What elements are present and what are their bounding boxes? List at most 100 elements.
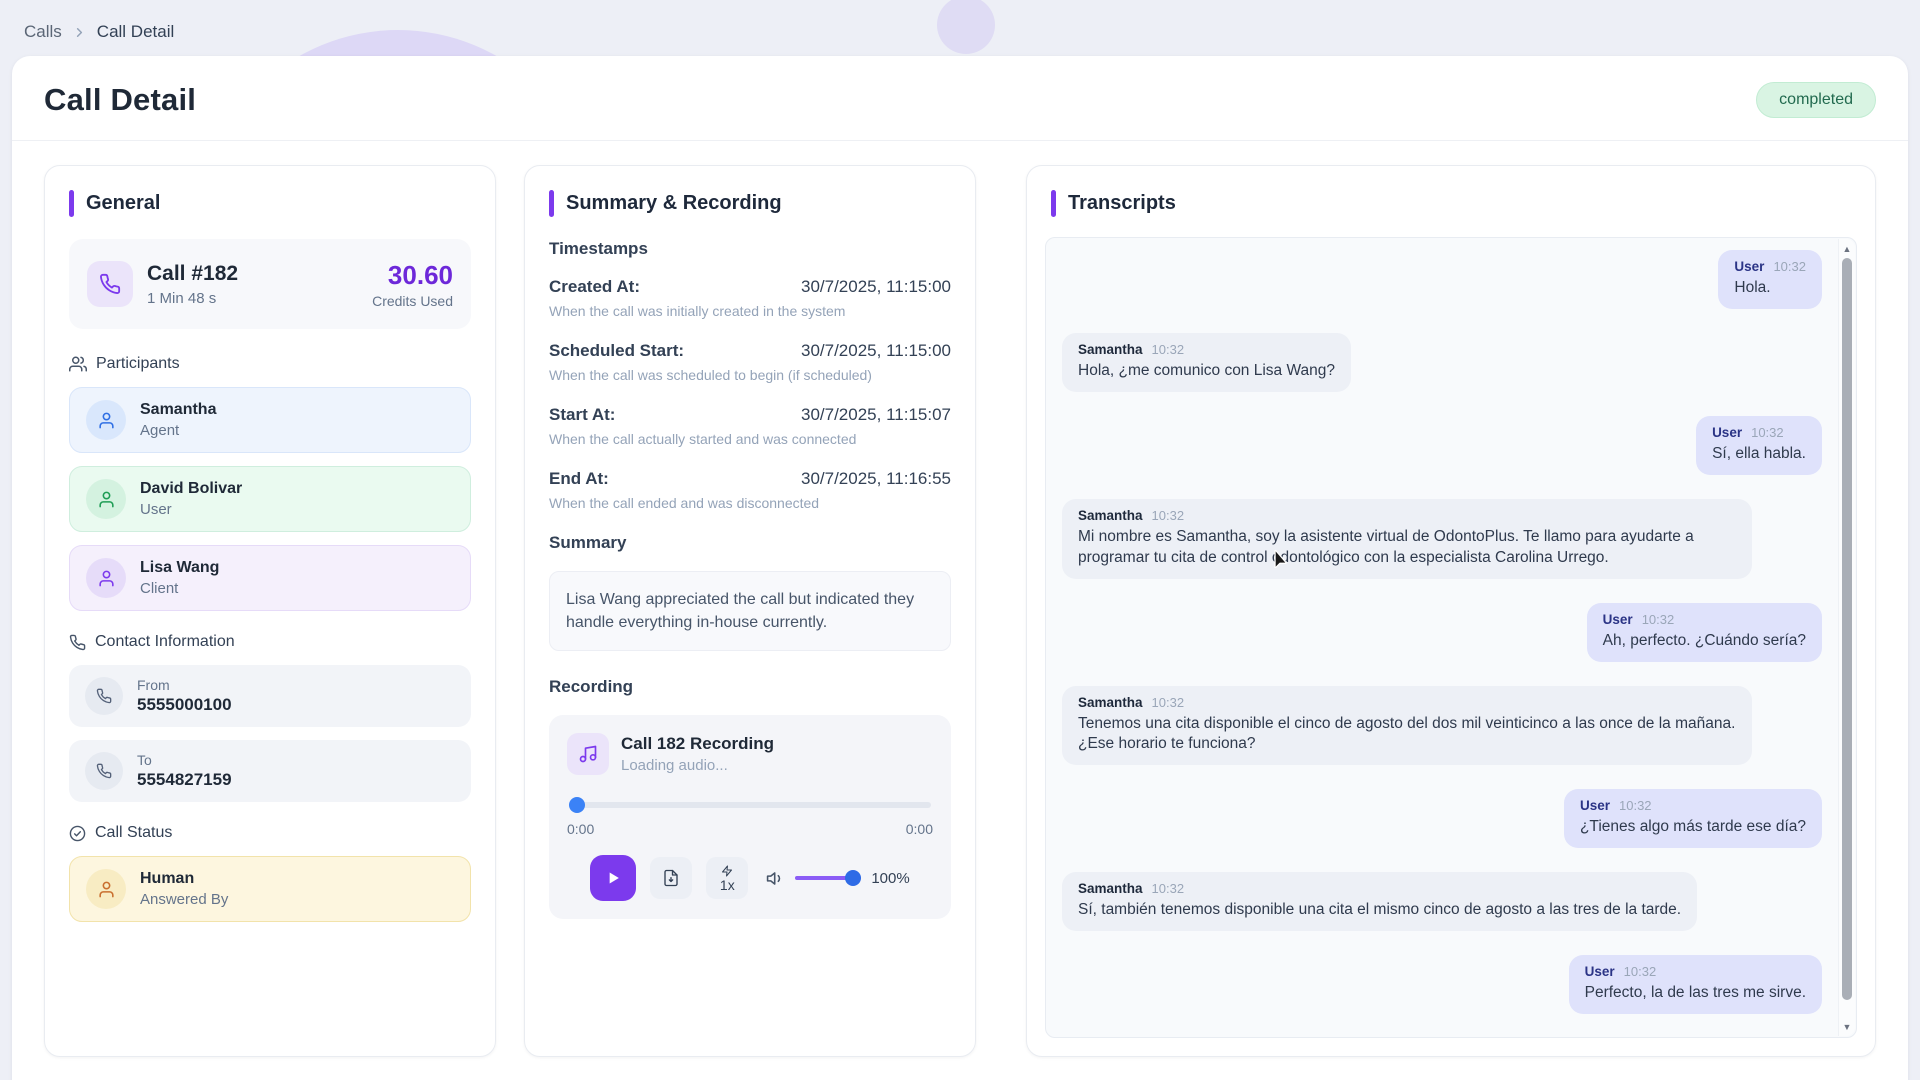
transcript-message: User 10:32 Sí, ella habla. [1696,415,1822,475]
participant-item[interactable]: David Bolivar User [69,466,471,532]
participant-role: Agent [140,422,180,439]
person-icon [86,400,126,440]
message-time: 10:32 [1619,798,1652,814]
transcript-message: User 10:32 Perfecto, la de las tres me s… [1568,955,1822,1015]
recording-status: Loading audio... [621,757,728,775]
volume-icon[interactable] [766,869,785,888]
person-icon [86,479,126,519]
message-time: 10:32 [1151,881,1185,897]
transcript-message: User 10:32 ¿Tienes algo más tarde ese dí… [1563,789,1822,849]
message-speaker: Samantha [1078,694,1143,710]
contact-phone-number: 5555000100 [137,695,232,714]
seek-slider[interactable] [569,797,931,814]
participant-role: Client [140,580,179,597]
message-text: Perfecto, la de las tres me sirve. [1584,984,1806,1002]
message-speaker: User [1734,259,1765,274]
recording-label: Recording [549,677,634,697]
message-text: ¿Tienes algo más tarde ese día? [1579,818,1806,836]
message-text: Sí, ella habla. [1712,444,1806,462]
participants-list: Samantha Agent David Bolivar User [69,387,471,611]
call-name: Call #182 [147,261,239,285]
contact-row: From 5555000100 [69,665,471,727]
accent-bar [549,190,554,217]
message-time: 10:32 [1151,507,1185,523]
message-speaker: Samantha [1078,341,1143,357]
phone-icon [85,677,123,715]
summary-recording-title: Summary & Recording [566,192,782,214]
timestamp-row: Start At: 30/7/2025, 11:15:07 When the c… [549,405,951,447]
music-note-icon [567,733,609,776]
participants-label: Participants [69,355,471,373]
speed-value: 1x [719,876,735,893]
contact-list: From 5555000100 To 5554827159 [69,665,471,802]
users-icon [69,355,87,373]
play-icon [603,868,623,888]
credits-used-value: 30.60 [387,259,453,290]
playback-speed-button[interactable]: 1x [706,857,749,900]
volume-track [795,876,862,881]
scroll-up-arrow[interactable]: ▲ [1842,243,1852,254]
transcript-scrollbar[interactable]: ▲ ▼ [1838,239,1855,1036]
volume-thumb[interactable] [845,870,862,887]
message-time: 10:32 [1623,964,1657,980]
participant-name: Lisa Wang [140,559,220,576]
timestamps-list: Created At: 30/7/2025, 11:15:00 When the… [549,277,951,511]
message-text: Sí, también tenemos disponible una cita … [1078,901,1682,919]
volume-slider[interactable] [795,870,862,887]
play-button[interactable] [590,855,637,902]
call-summary-panel: Call #182 1 Min 48 s 30.60 Credits Used [69,239,471,329]
participant-item[interactable]: Samantha Agent [69,387,471,453]
person-icon [86,869,126,909]
check-circle-icon [69,825,86,842]
chevron-right-icon [72,25,87,40]
participant-item[interactable]: Lisa Wang Client [69,545,471,611]
call-detail-container: Call Detail completed General Call #182 … [12,56,1908,1080]
scroll-down-arrow[interactable]: ▼ [1842,1021,1852,1032]
answered-by-label: Answered By [140,891,229,908]
call-status-label: Call Status [69,824,471,842]
timestamp-description: When the call was initially created in t… [549,303,846,319]
credits-used-label: Credits Used [372,292,453,309]
transcript-panel: User 10:32 Hola. Samantha 10:32 Hola, ¿m… [1045,237,1857,1038]
transcripts-card: Transcripts User 10:32 Hola. Samanth [1026,165,1876,1057]
participant-name: David Bolivar [140,480,243,497]
status-badge: completed [1756,82,1876,118]
contact-direction-label: To [137,752,152,768]
current-time: 0:00 [567,821,595,838]
timestamp-description: When the call actually started and was c… [549,431,857,447]
seek-track [569,802,931,809]
timestamps-label: Timestamps [549,239,648,258]
message-text: Hola. [1734,279,1771,296]
contact-direction-label: From [137,677,170,693]
download-transcript-button[interactable] [650,857,693,900]
message-speaker: Samantha [1078,507,1143,523]
summary-label: Summary [549,533,627,552]
transcript-message: User 10:32 Ah, perfecto. ¿Cuándo sería? [1586,602,1822,662]
accent-bar [1051,190,1056,217]
scrollbar-thumb[interactable] [1842,258,1852,1000]
phone-icon [85,752,123,790]
message-speaker: User [1712,424,1743,440]
total-time: 0:00 [905,821,933,838]
answered-by-item: Human Answered By [69,856,471,922]
transcript-message: Samantha 10:32 Mi nombre es Samantha, so… [1062,498,1752,579]
page-header: Call Detail completed [12,56,1908,141]
contact-phone-number: 5554827159 [137,770,232,789]
transcript-message: User 10:32 Hola. [1718,250,1822,309]
message-speaker: User [1584,964,1615,980]
timestamp-label: End At: [549,469,609,488]
transcripts-title: Transcripts [1068,192,1176,214]
message-text: Mi nombre es Samantha, soy la asistente … [1078,527,1694,566]
seek-thumb[interactable] [569,797,585,814]
timestamp-value: 30/7/2025, 11:15:07 [801,405,951,424]
transcript-message-list: User 10:32 Hola. Samantha 10:32 Hola, ¿m… [1062,238,1822,1037]
message-time: 10:32 [1151,341,1185,357]
zap-icon [721,865,733,877]
breadcrumb-calls[interactable]: Calls [24,22,62,41]
summary-recording-card: Summary & Recording Timestamps Created A… [524,165,976,1057]
person-icon [86,558,126,598]
message-speaker: Samantha [1078,881,1143,897]
participant-role: User [140,501,172,518]
transcript-message: Samantha 10:32 Tenemos una cita disponib… [1062,685,1752,766]
message-speaker: User [1579,798,1610,814]
